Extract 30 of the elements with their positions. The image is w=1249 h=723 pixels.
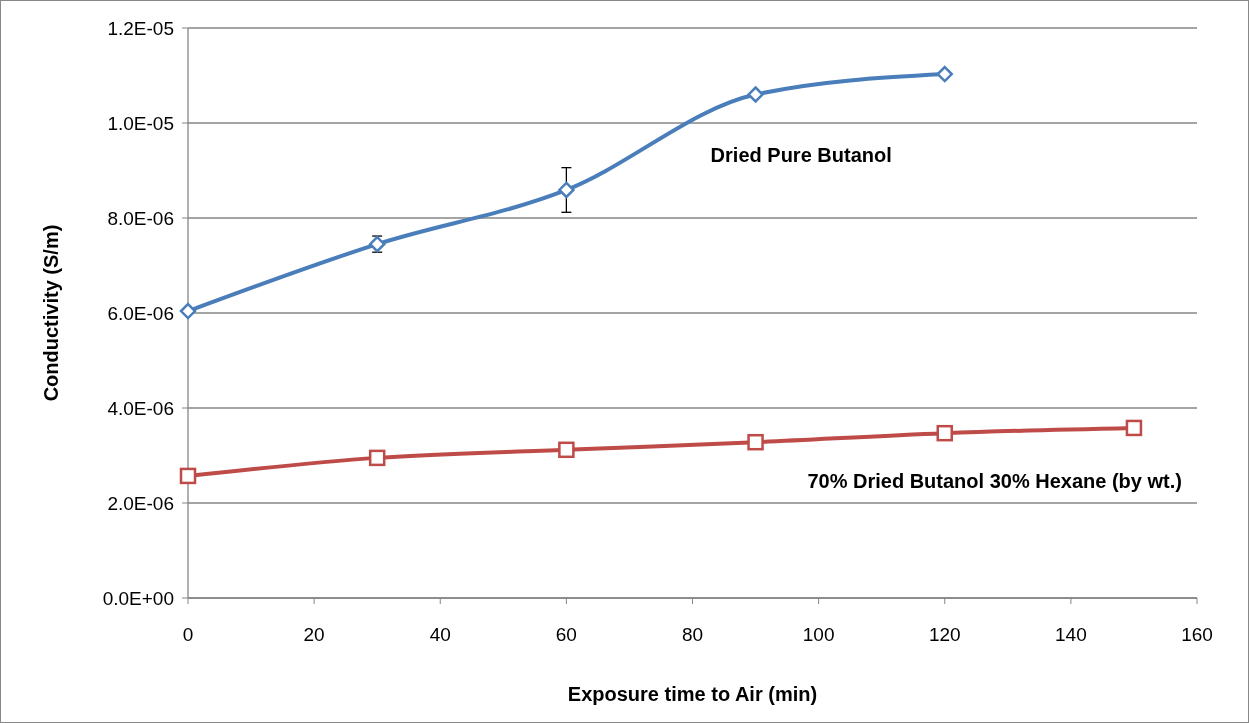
x-tick-label: 20 [303, 624, 325, 645]
point [179, 467, 197, 485]
y-tick-label: 0.0E+00 [102, 587, 174, 609]
point [368, 449, 386, 467]
y-tick-label: 2.0E-06 [107, 492, 174, 514]
point [558, 441, 575, 459]
point [747, 433, 764, 451]
point [747, 86, 764, 103]
y-tick-label: 6.0E-06 [107, 302, 174, 324]
y-tick-label: 8.0E-06 [107, 207, 174, 229]
point [558, 181, 575, 199]
point [179, 302, 197, 320]
x-tick-label: 120 [928, 624, 961, 645]
y-axis-title: Conductivity (S/m) [40, 224, 62, 402]
y-tick-label: 1.0E-05 [107, 112, 174, 134]
x-tick-label: 100 [802, 624, 835, 645]
x-tick-label: 160 [1181, 624, 1213, 645]
x-tick-label: 140 [1055, 624, 1087, 645]
y-tick-label: 4.0E-06 [107, 397, 174, 419]
series-label: Dried Pure Butanol [710, 144, 892, 167]
y-tick-label: 1.2E-05 [107, 17, 174, 39]
x-tick-label: 40 [429, 624, 451, 645]
series-label: 70% Dried Butanol 30% Hexane (by wt.) [807, 469, 1182, 492]
x-tick-label: 0 [182, 624, 194, 645]
x-tick-label: 60 [555, 624, 577, 645]
point [1125, 419, 1143, 437]
x-axis-title: Exposure time to Air (min) [567, 683, 818, 705]
point [936, 424, 953, 442]
point [936, 65, 953, 83]
x-tick-label: 80 [681, 624, 704, 645]
